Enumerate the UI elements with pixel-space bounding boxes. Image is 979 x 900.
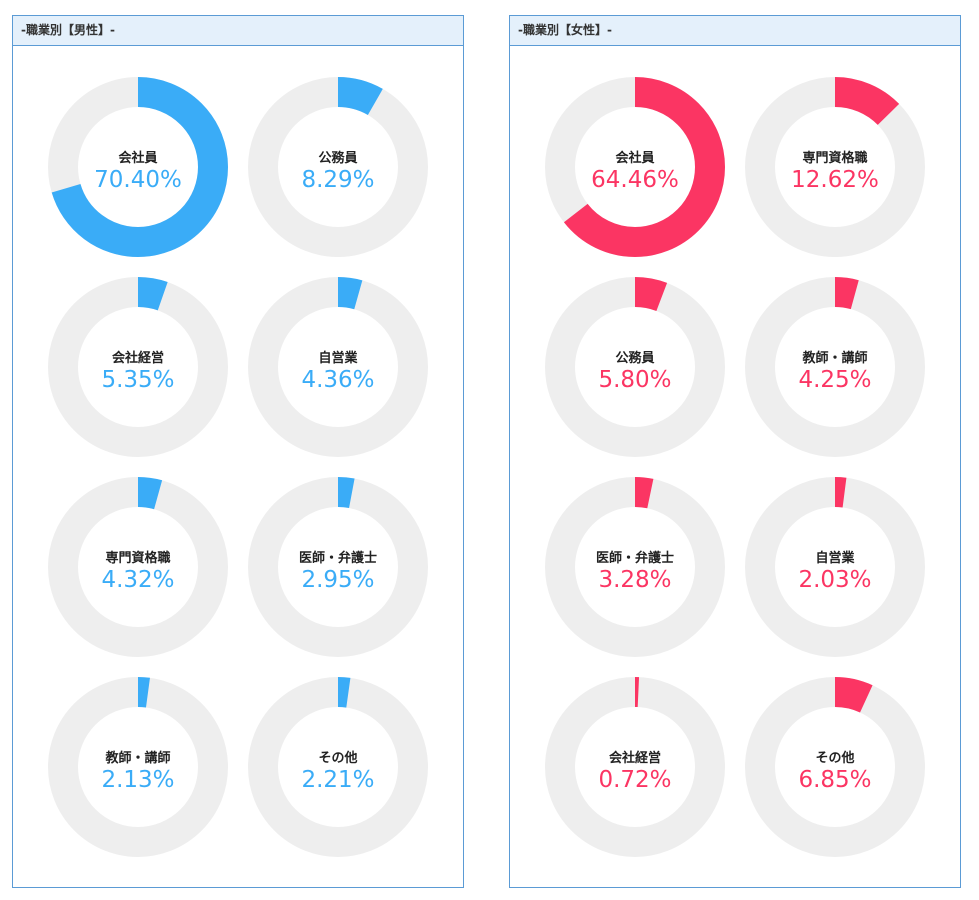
male-occupation-panel: -職業別【男性】- 会社員 70.40% 公務員 8.29% 会社経営 5.35% 自営業 4… [12,15,464,888]
donut-chart: 会社員 70.40% [48,77,228,257]
donut-chart: 自営業 4.36% [248,277,428,457]
donut-svg [745,277,925,457]
donut-chart: 公務員 5.80% [545,277,725,457]
donut-chart: 自営業 2.03% [745,477,925,657]
donut-svg [545,277,725,457]
donut-chart: その他 6.85% [745,677,925,857]
donut-label: その他 [815,751,855,766]
donut-chart: 会社員 64.46% [545,77,725,257]
donut-chart: 公務員 8.29% [248,77,428,257]
donut-svg [745,677,925,857]
donut-label: 専門資格職 [802,151,868,166]
donut-value: 2.13% [101,767,175,793]
donut-arc [745,277,925,457]
donut-arc [48,277,228,457]
donut-value: 4.36% [301,367,375,393]
panel-title: -職業別【男性】- [13,16,463,46]
donut-svg [248,477,428,657]
donut-label: 会社員 [615,151,655,166]
donut-value: 6.85% [798,767,872,793]
donut-label: 自営業 [318,351,358,366]
donut-label: 会社経営 [111,351,164,366]
donut-arc [248,477,428,657]
donut-value: 5.35% [101,367,175,393]
donut-arc [545,477,725,657]
donut-chart: 医師・弁護士 3.28% [545,477,725,657]
donut-arc [48,677,228,857]
donut-arc [48,77,228,257]
donut-arc [248,277,428,457]
donut-svg [48,477,228,657]
donut-svg [48,77,228,257]
donut-label: 自営業 [815,551,855,566]
donut-label: 医師・弁護士 [595,551,674,566]
donut-svg [745,77,925,257]
donut-svg [48,277,228,457]
donut-arc [745,77,925,257]
donut-arc [545,277,725,457]
donut-svg [248,277,428,457]
donut-chart: 教師・講師 4.25% [745,277,925,457]
donut-label: 専門資格職 [105,551,171,566]
donut-label: 公務員 [615,351,655,366]
donut-arc [248,677,428,857]
donut-value: 2.21% [301,767,375,793]
donut-arc [248,77,428,257]
donut-chart: 教師・講師 2.13% [48,677,228,857]
donut-arc [545,77,725,257]
female-occupation-panel: -職業別【女性】- 会社員 64.46% 専門資格職 12.62% 公務員 5.80% 教師… [509,15,961,888]
donut-chart: 専門資格職 12.62% [745,77,925,257]
donut-arc [545,677,725,857]
donut-label: 教師・講師 [802,351,868,366]
donut-svg [545,677,725,857]
donut-value: 4.25% [798,367,872,393]
donut-value: 2.95% [301,567,375,593]
donut-arc [48,477,228,657]
donut-arc [745,677,925,857]
donut-arc [745,477,925,657]
donut-label: 医師・弁護士 [298,551,377,566]
panel-title: -職業別【女性】- [510,16,960,46]
donut-value: 8.29% [301,167,375,193]
donut-value: 70.40% [94,167,182,193]
donut-svg [745,477,925,657]
donut-svg [248,77,428,257]
donut-value: 5.80% [598,367,672,393]
donut-label: 会社員 [118,151,158,166]
donut-label: 教師・講師 [105,751,171,766]
donut-value: 12.62% [791,167,879,193]
donut-chart: 医師・弁護士 2.95% [248,477,428,657]
donut-chart: 会社経営 0.72% [545,677,725,857]
donut-value: 0.72% [598,767,672,793]
donut-chart: 専門資格職 4.32% [48,477,228,657]
donut-chart: その他 2.21% [248,677,428,857]
donut-svg [545,477,725,657]
donut-value: 4.32% [101,567,175,593]
donut-label: 公務員 [318,151,358,166]
donut-value: 3.28% [598,567,672,593]
donut-value: 2.03% [798,567,872,593]
donut-label: その他 [318,751,358,766]
donut-label: 会社経営 [608,751,661,766]
donut-svg [48,677,228,857]
donut-svg [545,77,725,257]
donut-value: 64.46% [591,167,679,193]
donut-svg [248,677,428,857]
donut-chart: 会社経営 5.35% [48,277,228,457]
